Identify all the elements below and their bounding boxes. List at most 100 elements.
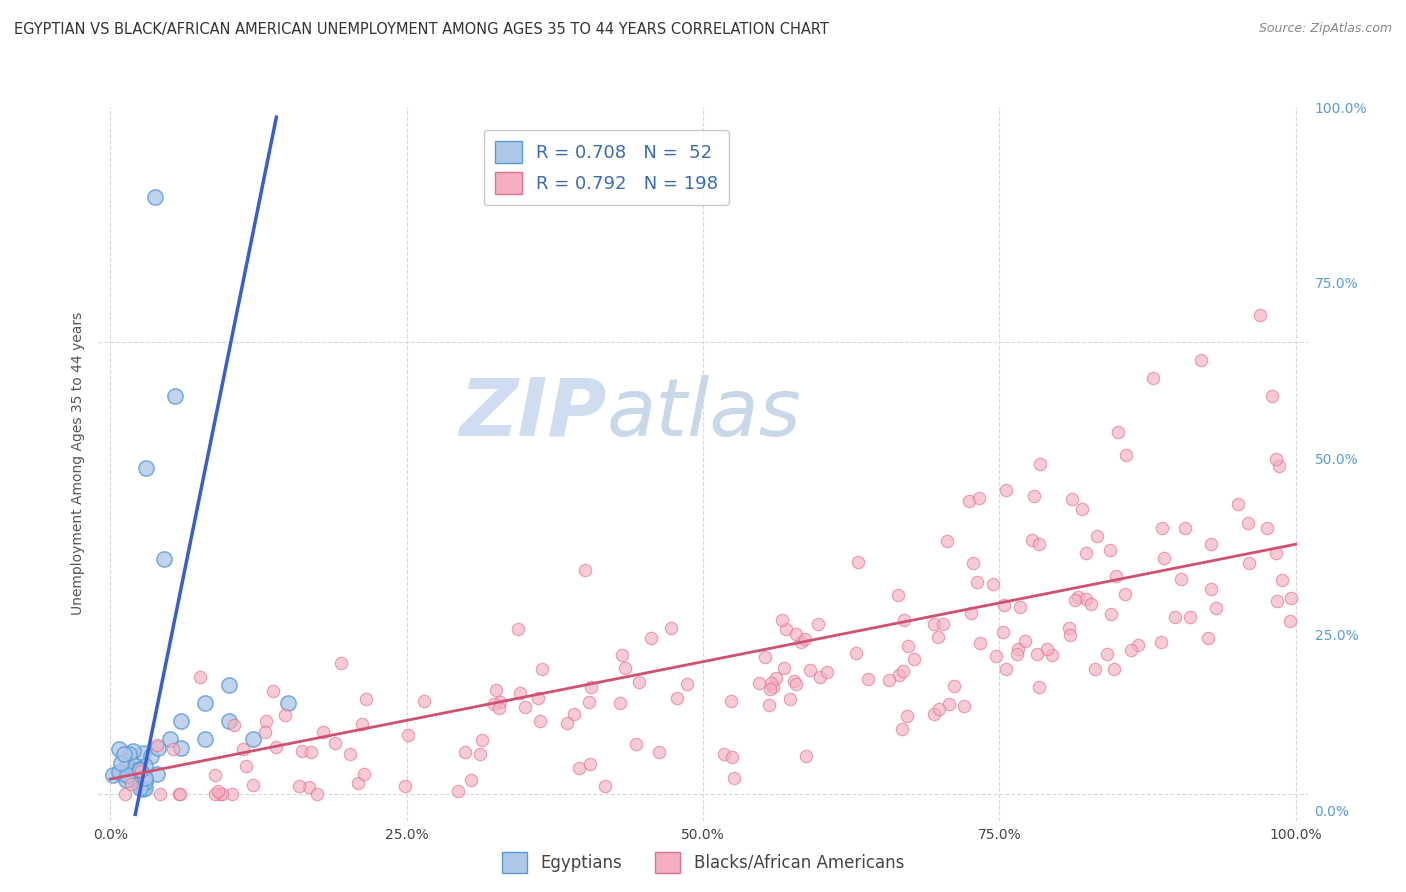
Point <box>893 614 915 628</box>
Point <box>134 759 156 773</box>
Point <box>353 766 375 780</box>
Point <box>942 679 965 693</box>
Point <box>1022 489 1045 503</box>
Point <box>194 732 217 747</box>
Point <box>506 622 529 636</box>
Point <box>720 694 742 708</box>
Point <box>610 648 633 662</box>
Point <box>170 714 193 729</box>
Point <box>485 683 508 698</box>
Point <box>887 668 910 682</box>
Point <box>112 767 135 781</box>
Text: EGYPTIAN VS BLACK/AFRICAN AMERICAN UNEMPLOYMENT AMONG AGES 35 TO 44 YEARS CORREL: EGYPTIAN VS BLACK/AFRICAN AMERICAN UNEMP… <box>14 22 830 37</box>
Point <box>134 775 156 789</box>
Point <box>613 661 636 675</box>
Point <box>264 740 287 755</box>
Point <box>527 690 550 705</box>
Point <box>936 533 959 548</box>
Point <box>858 672 880 686</box>
Point <box>1199 582 1222 596</box>
Text: ZIP: ZIP <box>458 375 606 453</box>
Point <box>122 744 145 758</box>
Point <box>1014 633 1036 648</box>
Point <box>128 762 150 776</box>
Point <box>242 778 264 792</box>
Point <box>794 749 817 764</box>
Point <box>962 556 984 570</box>
Point <box>211 787 233 801</box>
Point <box>108 764 131 779</box>
Point <box>1084 662 1107 676</box>
Point <box>953 699 976 714</box>
Point <box>891 664 914 678</box>
Point <box>114 772 136 787</box>
Point <box>754 649 776 664</box>
Point <box>773 660 796 674</box>
Point <box>132 782 155 797</box>
Point <box>1265 546 1288 560</box>
Point <box>675 676 697 690</box>
Point <box>807 617 830 632</box>
Point <box>1189 353 1212 368</box>
Point <box>413 694 436 708</box>
Point <box>1080 597 1102 611</box>
Point <box>120 772 142 787</box>
Text: atlas: atlas <box>606 375 801 453</box>
Point <box>134 781 156 796</box>
Point <box>125 764 148 779</box>
Point <box>347 776 370 790</box>
Point <box>129 781 152 796</box>
Point <box>966 575 988 590</box>
Point <box>765 671 787 685</box>
Point <box>815 665 838 679</box>
Point <box>262 684 284 698</box>
Point <box>844 646 866 660</box>
Point <box>124 763 146 777</box>
Point <box>471 732 494 747</box>
Point <box>770 613 793 627</box>
Point <box>1098 543 1121 558</box>
Point <box>1256 521 1278 535</box>
Point <box>488 701 510 715</box>
Point <box>779 692 801 706</box>
Point <box>1265 594 1288 608</box>
Point <box>232 742 254 756</box>
Point <box>190 670 212 684</box>
Point <box>221 787 243 801</box>
Point <box>1236 516 1258 530</box>
Point <box>454 745 477 759</box>
Legend: Egyptians, Blacks/African Americans: Egyptians, Blacks/African Americans <box>495 846 911 880</box>
Point <box>1153 551 1175 566</box>
Point <box>799 663 821 677</box>
Point <box>790 634 813 648</box>
Point <box>555 715 578 730</box>
Point <box>394 780 416 794</box>
Point <box>1057 621 1080 635</box>
Point <box>1059 628 1081 642</box>
Y-axis label: Unemployment Among Ages 35 to 44 years: Unemployment Among Ages 35 to 44 years <box>70 312 84 615</box>
Point <box>1099 607 1122 621</box>
Point <box>529 714 551 728</box>
Point <box>117 768 139 782</box>
Point <box>626 737 648 751</box>
Point <box>149 787 172 801</box>
Point <box>129 764 152 778</box>
Point <box>891 723 914 737</box>
Point <box>1197 632 1219 646</box>
Point <box>159 732 181 747</box>
Point <box>235 759 257 773</box>
Point <box>530 662 553 676</box>
Point <box>160 28 183 42</box>
Point <box>291 743 314 757</box>
Point <box>959 494 981 508</box>
Point <box>627 675 650 690</box>
Point <box>593 779 616 793</box>
Point <box>1074 546 1097 560</box>
Point <box>124 759 146 773</box>
Point <box>167 787 190 801</box>
Point <box>1142 371 1164 385</box>
Point <box>721 750 744 764</box>
Point <box>1237 556 1260 570</box>
Point <box>204 768 226 782</box>
Point <box>969 636 991 650</box>
